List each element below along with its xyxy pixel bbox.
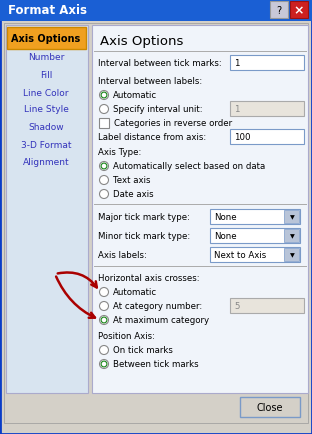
Text: Number: Number (28, 53, 64, 62)
Text: None: None (214, 213, 236, 221)
Bar (290, 2, 308, 19)
Text: Line Style: Line Style (24, 105, 68, 114)
Text: At maximum category: At maximum category (113, 316, 209, 325)
Text: Alignment: Alignment (23, 158, 69, 167)
Circle shape (101, 93, 107, 99)
Bar (284, 210, 299, 224)
Circle shape (101, 164, 107, 169)
Text: Horizontal axis crosses:: Horizontal axis crosses: (98, 274, 200, 283)
Bar (92, 26, 308, 393)
Text: At category number:: At category number: (113, 302, 202, 311)
Text: Axis Options: Axis Options (100, 36, 183, 48)
Text: Interval between labels:: Interval between labels: (98, 77, 202, 86)
Text: Position Axis:: Position Axis: (98, 332, 155, 341)
Text: Fill: Fill (40, 71, 52, 80)
Bar (0, 0, 312, 22)
Text: ▼: ▼ (290, 253, 295, 257)
Text: Automatic: Automatic (113, 91, 157, 100)
Text: Categories in reverse order: Categories in reverse order (114, 119, 232, 128)
Text: Major tick mark type:: Major tick mark type: (98, 213, 190, 222)
Text: Automatic: Automatic (113, 288, 157, 297)
Text: Between tick marks: Between tick marks (113, 360, 199, 368)
Text: Label distance from axis:: Label distance from axis: (98, 133, 206, 142)
Bar (99, 119, 109, 129)
Bar (284, 248, 299, 261)
Text: Interval between tick marks:: Interval between tick marks: (98, 59, 222, 68)
Text: Specify interval unit:: Specify interval unit: (113, 105, 202, 114)
Circle shape (101, 318, 107, 323)
Circle shape (100, 190, 109, 199)
Circle shape (100, 162, 109, 171)
Circle shape (100, 176, 109, 185)
Text: Date axis: Date axis (113, 190, 154, 199)
Circle shape (102, 319, 105, 322)
Circle shape (100, 360, 109, 368)
Bar (6, 26, 88, 393)
Text: Next to Axis: Next to Axis (214, 250, 266, 260)
Text: Axis labels:: Axis labels: (98, 251, 147, 260)
Bar (230, 102, 304, 117)
Circle shape (100, 316, 109, 325)
Bar (284, 230, 299, 243)
Bar (210, 210, 300, 224)
Bar (230, 56, 304, 71)
Text: Automatically select based on data: Automatically select based on data (113, 162, 265, 171)
Text: Axis Type:: Axis Type: (98, 148, 141, 157)
Bar (7, 28, 86, 50)
Bar (210, 247, 300, 263)
Circle shape (102, 362, 105, 366)
Text: 5: 5 (234, 301, 240, 310)
Circle shape (100, 105, 109, 114)
Bar (270, 2, 288, 19)
Text: Minor tick mark type:: Minor tick mark type: (98, 232, 190, 241)
Text: Line Color: Line Color (23, 88, 69, 97)
Circle shape (100, 302, 109, 311)
Circle shape (102, 165, 105, 168)
Text: 1: 1 (234, 105, 240, 114)
Circle shape (100, 346, 109, 355)
Text: 3-D Format: 3-D Format (21, 141, 71, 150)
Bar (210, 228, 300, 243)
Text: Axis Options: Axis Options (11, 34, 80, 44)
Bar (240, 397, 300, 417)
Text: 100: 100 (234, 133, 251, 141)
Text: Shadow: Shadow (28, 123, 64, 132)
Text: ?: ? (276, 6, 281, 16)
Text: None: None (214, 231, 236, 240)
Circle shape (100, 288, 109, 297)
Text: ▼: ▼ (290, 233, 295, 238)
Bar (230, 130, 304, 145)
Text: On tick marks: On tick marks (113, 346, 173, 355)
Circle shape (102, 94, 105, 97)
Bar (230, 298, 304, 313)
Text: Text axis: Text axis (113, 176, 150, 185)
Text: 1: 1 (234, 59, 240, 68)
Circle shape (100, 91, 109, 100)
Text: Close: Close (257, 402, 283, 412)
Circle shape (101, 362, 107, 367)
Text: Format Axis: Format Axis (8, 4, 87, 17)
Text: ×: × (294, 4, 304, 17)
Text: ▼: ▼ (290, 214, 295, 220)
